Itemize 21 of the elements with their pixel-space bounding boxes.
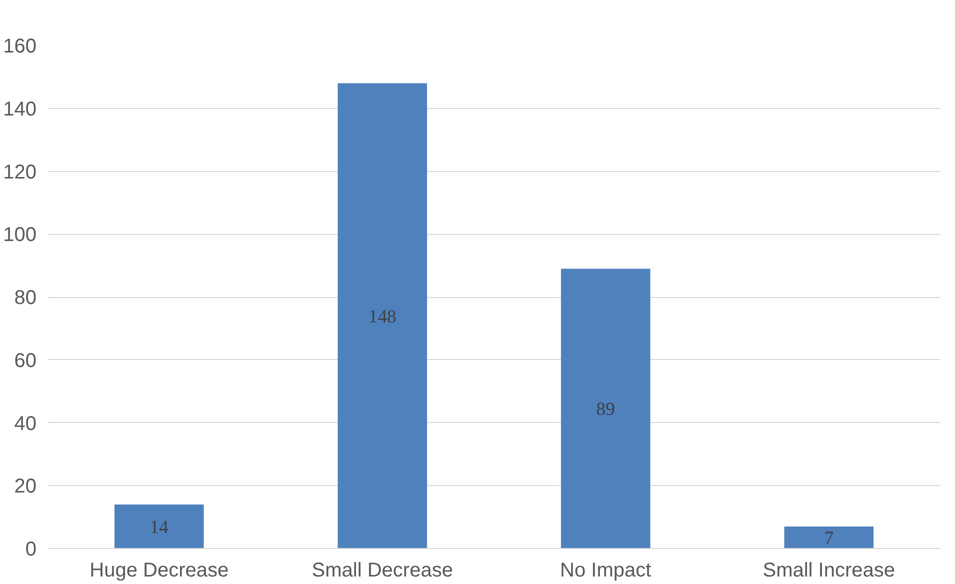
bar: [338, 83, 428, 548]
x-tick-label: Small Decrease: [312, 560, 453, 582]
bar: [560, 268, 650, 548]
y-tick-label: 40: [14, 412, 37, 435]
x-tick-label: No Impact: [560, 560, 652, 582]
bar: [114, 504, 204, 548]
data-label: 7: [824, 528, 834, 549]
y-tick-label: 120: [3, 161, 37, 184]
y-tick-label: 0: [25, 538, 36, 560]
y-tick-label: 140: [3, 98, 37, 120]
y-tick-label: 80: [14, 287, 37, 309]
x-tick-label: Huge Decrease: [90, 560, 229, 582]
x-tick-label: Small Increase: [762, 560, 896, 582]
y-tick-label: 60: [14, 350, 37, 372]
y-tick-label: 20: [14, 476, 37, 498]
bar: [784, 526, 874, 548]
data-label: 89: [596, 399, 615, 420]
data-label: 14: [150, 516, 170, 538]
y-tick-label: 100: [3, 224, 37, 246]
y-tick-label: 160: [3, 36, 37, 58]
data-label: 148: [368, 306, 396, 328]
